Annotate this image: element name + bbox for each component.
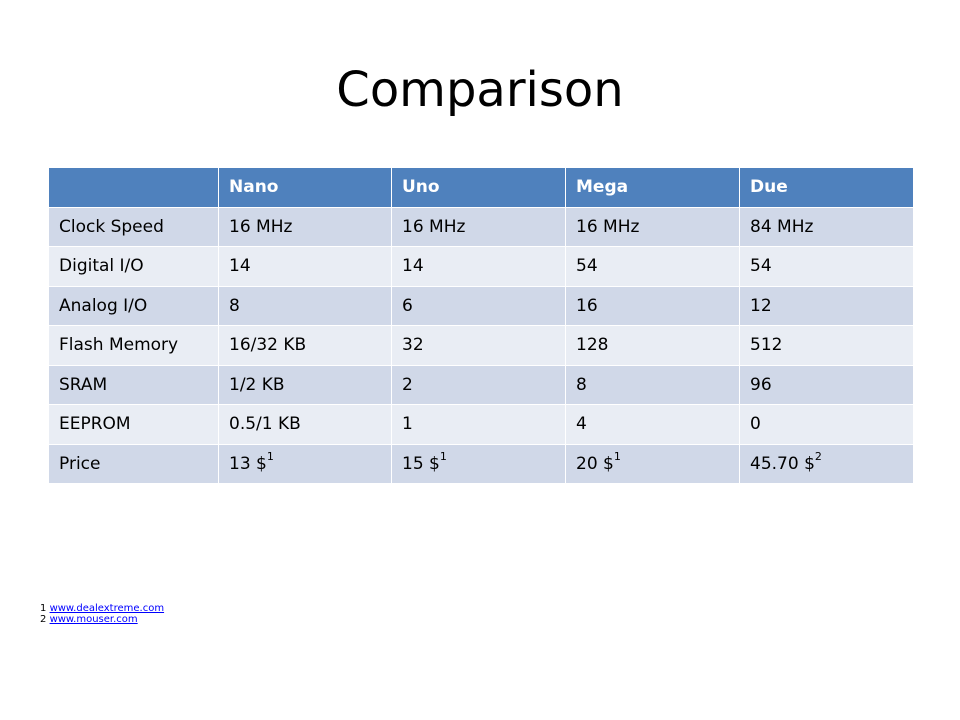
slide-title: Comparison [336, 62, 624, 118]
footnote-ref: 1 [439, 450, 447, 464]
table-cell: 512 [739, 325, 914, 366]
table-cell: 128 [565, 325, 740, 366]
header-cell-empty [48, 167, 219, 208]
table-cell: 6 [391, 285, 566, 326]
row-label-digital-io: Digital I/O [48, 246, 219, 287]
footnotes: 1 www.dealextreme.com 2 www.mouser.com [40, 603, 164, 625]
table-cell: 16/32 KB [218, 325, 392, 366]
header-cell-uno: Uno [391, 167, 566, 208]
table-cell: 16 MHz [391, 206, 566, 247]
table-row: Price 13 $1 15 $1 20 $1 45.70 $2 [48, 443, 914, 484]
footnote-1: 1 www.dealextreme.com [40, 603, 164, 614]
table-header-row: Nano Uno Mega Due [48, 167, 914, 208]
table-row: Clock Speed 16 MHz 16 MHz 16 MHz 84 MHz [48, 206, 914, 247]
table-cell: 8 [565, 364, 740, 405]
footnote-ref: 1 [266, 450, 274, 464]
table-cell: 16 MHz [565, 206, 740, 247]
table-cell: 96 [739, 364, 914, 405]
comparison-table: Nano Uno Mega Due Clock Speed 16 MHz 16 … [48, 167, 914, 484]
table-cell: 1/2 KB [218, 364, 392, 405]
table-cell: 15 $1 [391, 443, 566, 484]
table-cell: 54 [739, 246, 914, 287]
price-value: 13 $ [229, 453, 267, 474]
table-cell: 14 [218, 246, 392, 287]
header-cell-nano: Nano [218, 167, 392, 208]
footnote-number: 1 [40, 603, 47, 614]
row-label-eeprom: EEPROM [48, 404, 219, 445]
row-label-flash-memory: Flash Memory [48, 325, 219, 366]
table-cell: 13 $1 [218, 443, 392, 484]
table-row: SRAM 1/2 KB 2 8 96 [48, 364, 914, 405]
price-value: 20 $ [576, 453, 614, 474]
table-cell: 12 [739, 285, 914, 326]
table-cell: 1 [391, 404, 566, 445]
table-cell: 16 [565, 285, 740, 326]
table-cell: 4 [565, 404, 740, 445]
footnote-number: 2 [40, 614, 47, 625]
header-cell-due: Due [739, 167, 914, 208]
row-label-sram: SRAM [48, 364, 219, 405]
footnote-ref: 1 [613, 450, 621, 464]
price-value: 45.70 $ [750, 453, 815, 474]
table-cell: 45.70 $2 [739, 443, 914, 484]
table-cell: 14 [391, 246, 566, 287]
table-row: Flash Memory 16/32 KB 32 128 512 [48, 325, 914, 366]
row-label-price: Price [48, 443, 219, 484]
table-cell: 84 MHz [739, 206, 914, 247]
footnote-link-mouser[interactable]: www.mouser.com [49, 614, 138, 625]
table-row: EEPROM 0.5/1 KB 1 4 0 [48, 404, 914, 445]
footnote-link-dealextreme[interactable]: www.dealextreme.com [49, 603, 165, 614]
table-cell: 32 [391, 325, 566, 366]
table-cell: 8 [218, 285, 392, 326]
row-label-analog-io: Analog I/O [48, 285, 219, 326]
row-label-clock-speed: Clock Speed [48, 206, 219, 247]
table-cell: 0.5/1 KB [218, 404, 392, 445]
footnote-ref: 2 [814, 450, 822, 464]
footnote-2: 2 www.mouser.com [40, 614, 164, 625]
table-cell: 20 $1 [565, 443, 740, 484]
table-row: Digital I/O 14 14 54 54 [48, 246, 914, 287]
table-cell: 16 MHz [218, 206, 392, 247]
table-cell: 2 [391, 364, 566, 405]
table-cell: 54 [565, 246, 740, 287]
table-cell: 0 [739, 404, 914, 445]
header-cell-mega: Mega [565, 167, 740, 208]
table-row: Analog I/O 8 6 16 12 [48, 285, 914, 326]
price-value: 15 $ [402, 453, 440, 474]
